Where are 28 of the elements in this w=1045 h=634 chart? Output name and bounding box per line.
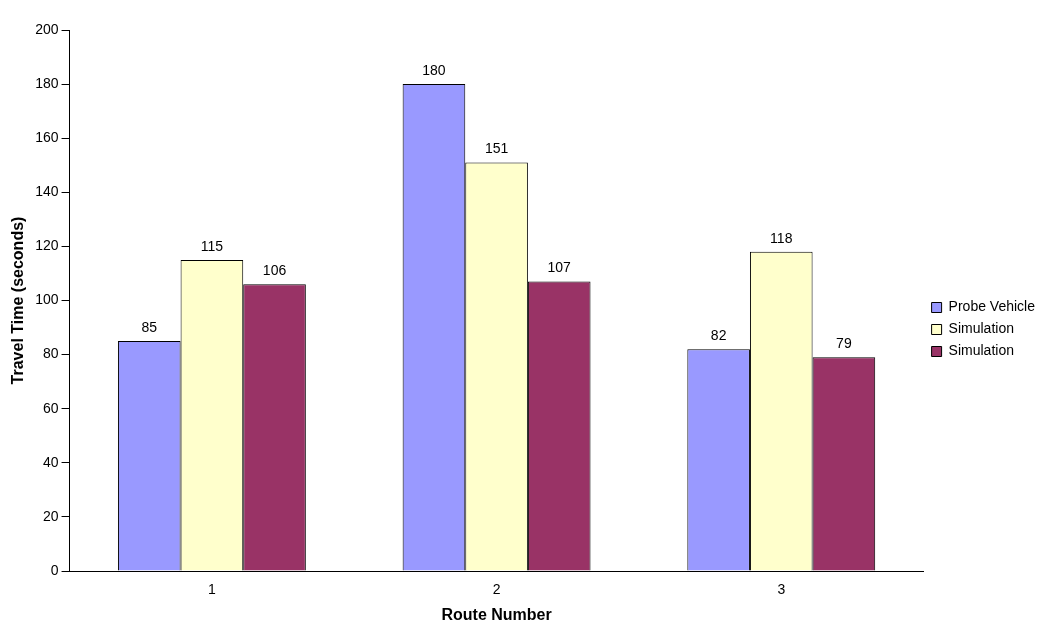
y-tick-label: 60: [42, 399, 59, 416]
data-label: 151: [484, 140, 509, 157]
data-label: 118: [770, 229, 793, 246]
data-label: 79: [836, 335, 852, 352]
data-label: 180: [422, 61, 446, 78]
legend-label: Simulation: [948, 320, 1014, 337]
legend-label: Probe Vehicle: [948, 298, 1036, 315]
x-tick-label: 3: [777, 581, 786, 598]
y-tick-label: 140: [35, 183, 59, 200]
data-label: 85: [141, 318, 158, 335]
y-tick-label: 0: [50, 561, 59, 578]
data-label: 106: [262, 262, 287, 279]
y-tick-label: 40: [42, 453, 59, 470]
y-tick-label: 180: [35, 74, 59, 91]
y-tick-label: 20: [42, 507, 59, 524]
y-tick-label: 100: [35, 291, 59, 308]
y-tick-label: 200: [35, 20, 59, 37]
x-tick-label: 2: [492, 581, 501, 598]
y-axis-title: Travel Time (seconds): [9, 216, 27, 385]
data-label: 82: [710, 327, 727, 344]
x-axis-title: Route Number: [441, 605, 552, 623]
y-tick-label: 120: [35, 237, 59, 254]
data-label: 107: [547, 259, 572, 276]
legend-label: Simulation: [948, 342, 1014, 359]
y-tick-label: 80: [42, 345, 59, 362]
x-tick-label: 1: [208, 581, 216, 598]
y-tick-label: 160: [35, 129, 59, 146]
data-label: 115: [200, 237, 224, 254]
